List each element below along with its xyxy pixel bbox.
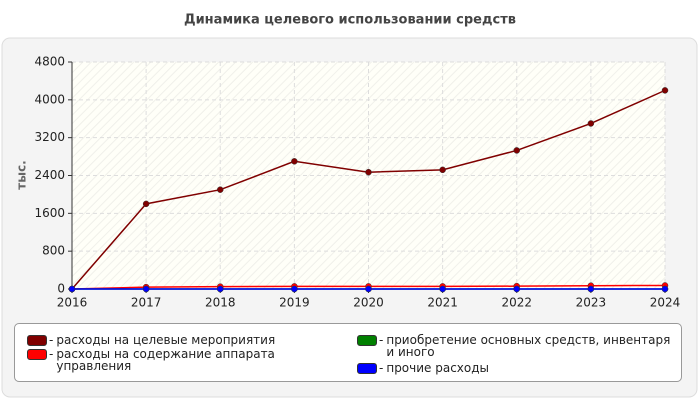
x-tick-label: 2024: [650, 296, 681, 310]
y-tick-label: 800: [42, 244, 65, 258]
point: [587, 285, 595, 293]
legend-item: - приобретение основных средств, инвентар…: [357, 334, 675, 358]
point: [142, 200, 150, 208]
point: [513, 147, 520, 154]
point: [661, 87, 669, 94]
point: [217, 186, 224, 193]
point: [661, 285, 669, 293]
legend-swatch: [27, 335, 47, 346]
x-tick-label: 2023: [576, 296, 607, 310]
legend-item: - расходы на целевые мероприятия: [27, 334, 347, 346]
legend-label: расходы на содержание аппарата управлени…: [56, 347, 275, 373]
legend-label: прочие расходы: [386, 361, 490, 375]
point: [291, 285, 298, 293]
y-tick-label: 0: [57, 282, 65, 296]
legend-label: приобретение основных средств, инвентаря…: [386, 333, 671, 359]
y-axis-label: тыс.: [15, 160, 29, 189]
y-tick-label: 4000: [34, 92, 65, 106]
point: [291, 158, 298, 165]
legend-swatch: [27, 349, 47, 360]
x-tick-label: 2019: [279, 296, 310, 310]
x-tick-label: 2017: [131, 296, 162, 310]
point: [587, 120, 595, 127]
legend-item: - прочие расходы: [357, 362, 675, 374]
point: [68, 285, 76, 293]
legend-label: расходы на целевые мероприятия: [56, 333, 276, 347]
y-tick-label: 3200: [34, 130, 65, 144]
point: [439, 285, 446, 293]
chart-title: Динамика целевого использовании средств: [184, 13, 516, 28]
legend-separator: -: [49, 333, 54, 347]
x-tick-label: 2020: [353, 296, 384, 310]
legend-item: - расходы на содержание аппарата управлен…: [27, 348, 347, 372]
legend-swatch: [357, 335, 377, 346]
legend-swatch: [357, 363, 377, 374]
x-tick-label: 2021: [427, 296, 458, 310]
y-tick-label: 1600: [34, 206, 65, 220]
legend-separator: -: [49, 347, 54, 361]
point: [439, 166, 446, 174]
point: [142, 285, 150, 293]
y-tick-label: 2400: [34, 168, 65, 182]
y-tick-label: 4800: [34, 55, 65, 69]
legend-separator: -: [379, 361, 384, 375]
x-tick-label: 2016: [57, 296, 88, 310]
x-tick-label: 2018: [205, 296, 236, 310]
point: [365, 168, 372, 176]
x-tick-label: 2022: [501, 296, 532, 310]
point: [513, 285, 520, 293]
point: [365, 285, 372, 293]
legend-separator: -: [379, 333, 384, 347]
legend: - расходы на целевые мероприятия - расходы …: [14, 323, 682, 382]
point: [217, 285, 224, 293]
